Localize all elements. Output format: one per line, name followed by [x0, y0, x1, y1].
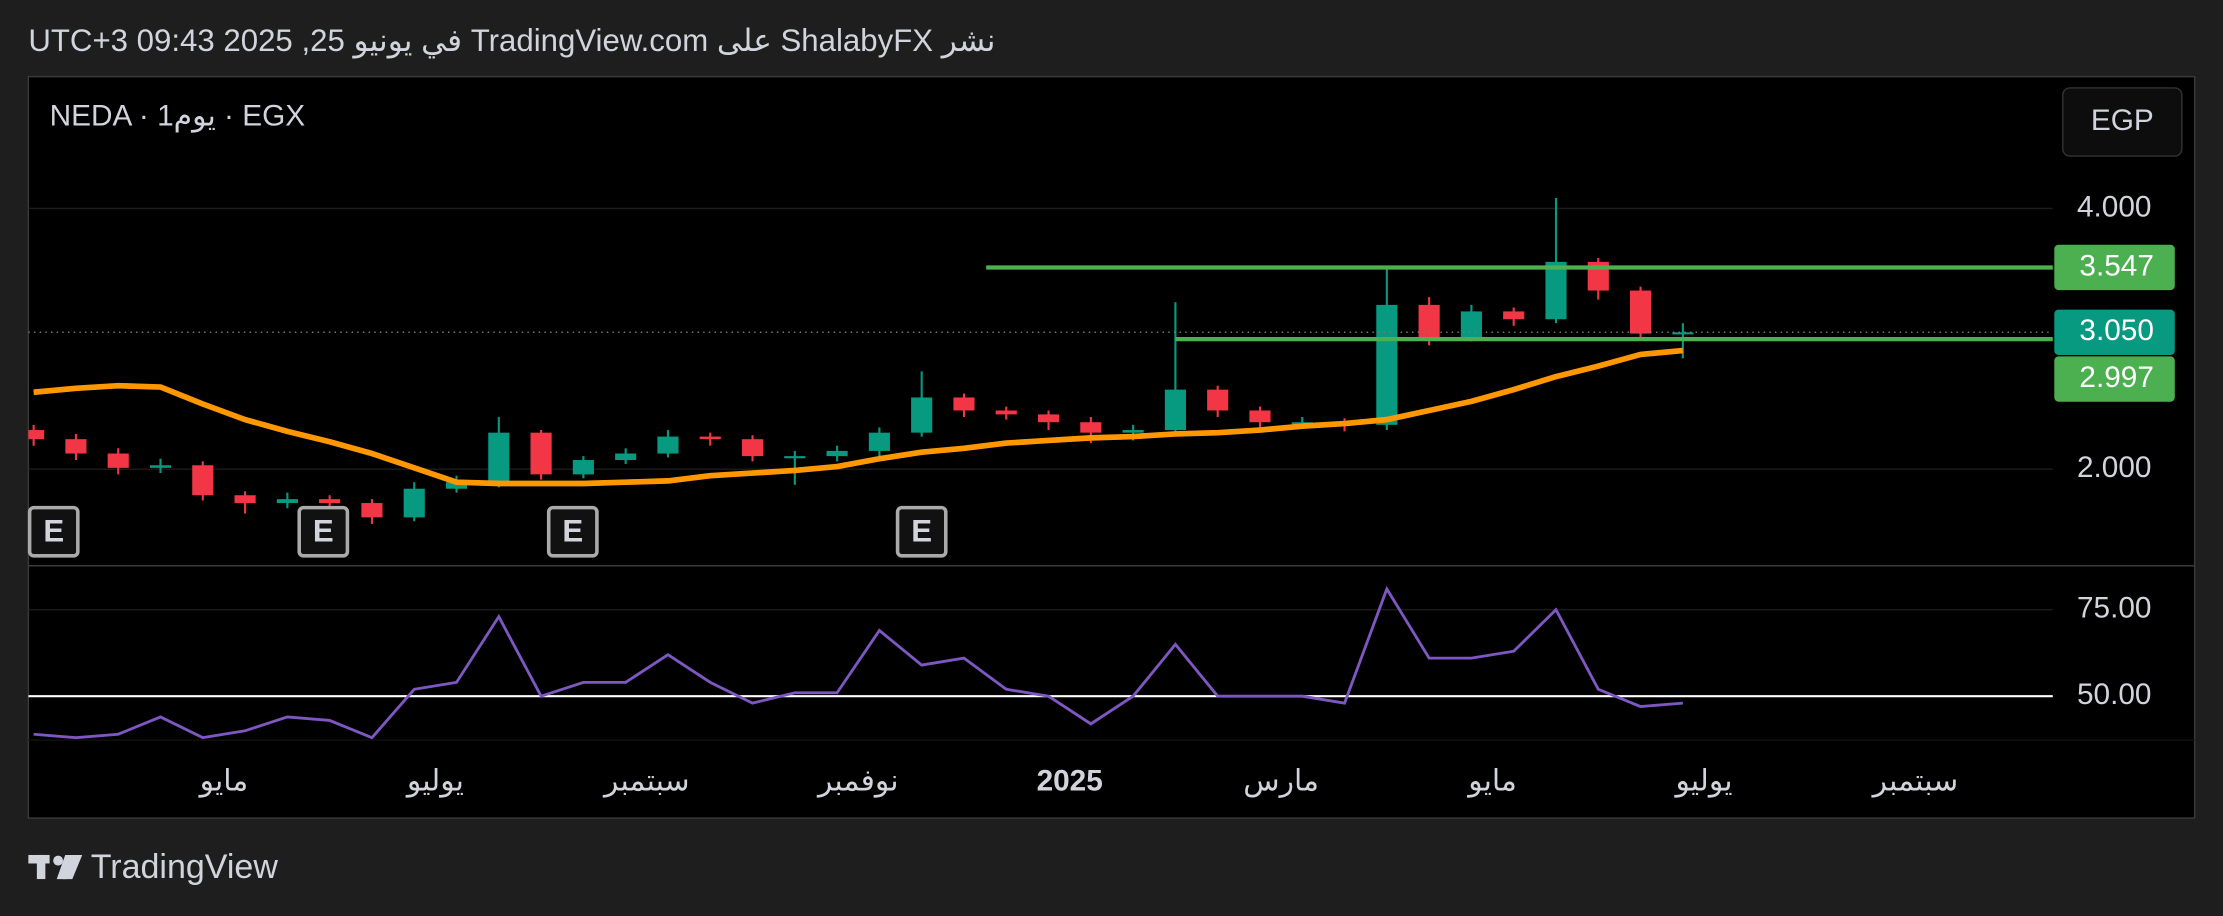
candle-body [361, 503, 383, 518]
price-label-box [2054, 309, 2175, 355]
candle-body [1545, 261, 1567, 320]
y-tick-label: 75.00 [2077, 592, 2152, 625]
x-tick-label: نوفمبر [816, 765, 899, 798]
candle-body [826, 450, 848, 457]
candle-body [488, 432, 510, 483]
brand-name: TradingView [91, 848, 279, 886]
rsi-pane [28, 585, 2053, 740]
price-label-box [2054, 356, 2175, 402]
header-title: نشر ShalabyFX على TradingView.com في يون… [28, 23, 995, 59]
chart-area [27, 75, 2196, 819]
candle-body [276, 499, 298, 504]
candle-body [1164, 389, 1186, 431]
event-label: E [43, 513, 64, 548]
symbol-info: NEDA · 1يوم · EGX [50, 100, 306, 133]
candle-body [1122, 430, 1144, 433]
currency-label[interactable]: EGP [2091, 104, 2154, 137]
x-tick-label: 2025 [1037, 765, 1103, 798]
candle-body [28, 430, 45, 440]
price-label: 3.050 [2079, 314, 2154, 347]
candle-body [995, 410, 1017, 415]
candle-body [1037, 414, 1060, 423]
x-tick-label: يوليو [405, 765, 464, 798]
candle-body [953, 397, 975, 411]
price-label-box [2054, 244, 2175, 291]
price-label: 2.997 [2079, 361, 2154, 394]
moving-average [33, 347, 1684, 487]
candle-body [615, 453, 637, 461]
rsi-line [33, 585, 1683, 740]
candle-body [192, 465, 214, 496]
x-tick-label: مايو [198, 765, 249, 798]
x-tick-label: سبتمبر [602, 765, 690, 798]
candle-body [149, 465, 172, 468]
event-label: E [562, 513, 583, 548]
currency-button[interactable] [2062, 87, 2183, 157]
x-tick-label: سبتمبر [1871, 765, 1959, 798]
candle-body [234, 495, 256, 504]
y-tick-label: 2.000 [2077, 451, 2152, 484]
candle-body [319, 499, 341, 504]
x-tick-label: مارس [1243, 765, 1319, 798]
x-tick-label: مايو [1466, 765, 1517, 798]
candle-body [107, 453, 129, 468]
candle-body [1080, 422, 1102, 433]
candle-body [530, 432, 552, 475]
candle-body [1460, 311, 1482, 338]
event-marker [546, 505, 599, 558]
candle-body [572, 460, 594, 475]
price-label: 3.547 [2079, 249, 2154, 282]
candle-body [1291, 422, 1313, 425]
y-tick-label: 50.00 [2077, 678, 2152, 711]
candle-body [1418, 304, 1440, 338]
event-marker [297, 505, 350, 558]
event-marker [895, 505, 948, 558]
candle-body [699, 436, 721, 440]
price-pane [28, 197, 2053, 524]
candle-body [403, 488, 425, 518]
event-label: E [313, 513, 334, 548]
candle-body [868, 432, 890, 451]
candle-body [445, 482, 468, 489]
candle-body [1249, 410, 1271, 423]
candle-body [1503, 311, 1525, 320]
candle-body [1629, 290, 1652, 334]
event-label: E [911, 513, 932, 548]
y-tick-label: 4.000 [2077, 190, 2152, 223]
candle-body [911, 397, 933, 433]
candle-body [784, 456, 806, 459]
x-tick-label: يوليو [1673, 765, 1732, 798]
event-marker [27, 505, 80, 558]
candle-body [65, 439, 87, 454]
brand-logo [28, 854, 83, 880]
candle-body [657, 436, 679, 454]
candle-body [741, 439, 764, 457]
candle-body [1672, 332, 1694, 335]
candle-body [1376, 304, 1398, 425]
candle-body [1207, 389, 1229, 411]
